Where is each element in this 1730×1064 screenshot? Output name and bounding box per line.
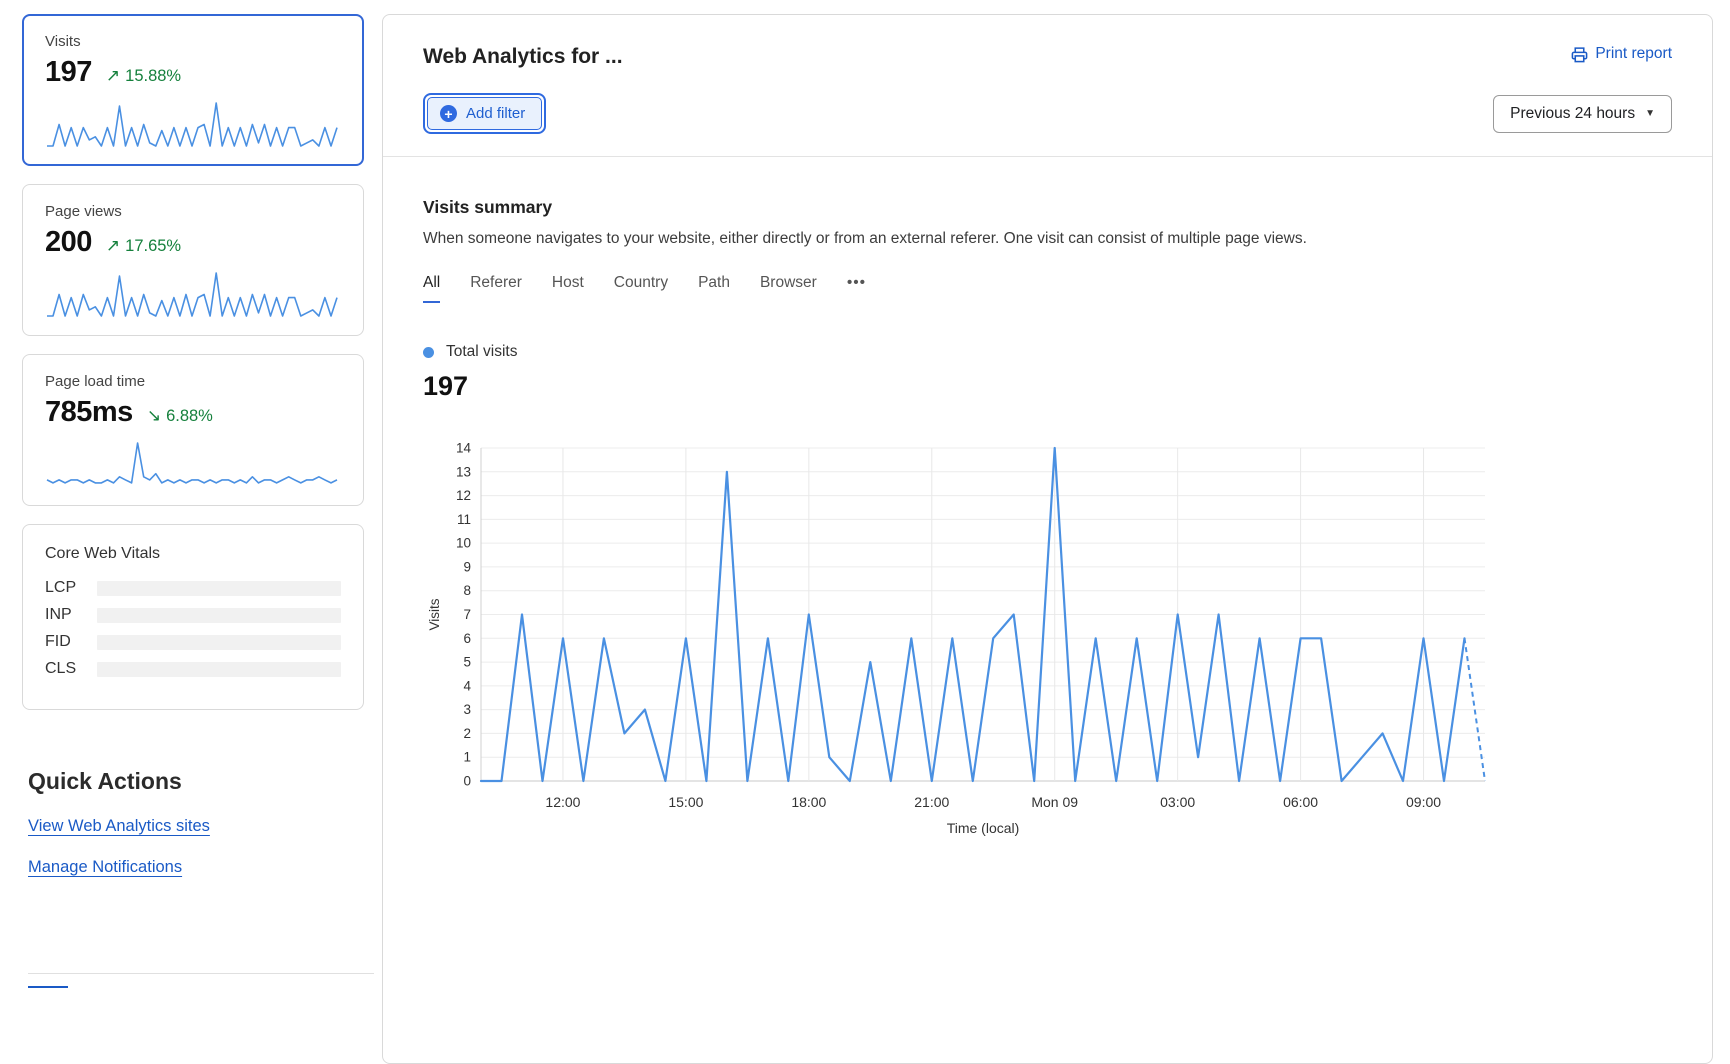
cwv-bar-lcp: [97, 580, 341, 596]
tab-host[interactable]: Host: [551, 274, 584, 291]
page-views-card[interactable]: Page views 200 ↗ 17.65%: [22, 184, 364, 336]
partial-link-stub: [28, 986, 68, 988]
visits-summary-description: When someone navigates to your website, …: [423, 230, 1307, 247]
visits-card-label: Visits: [45, 33, 81, 50]
chart-legend: Total visits: [423, 343, 1672, 361]
cwv-row-inp: INP: [45, 606, 341, 624]
visits-summary-title: Visits summary: [423, 197, 553, 217]
svg-text:Visits: Visits: [427, 598, 442, 630]
print-report-link[interactable]: Print report: [1571, 45, 1672, 63]
view-web-analytics-sites-link[interactable]: View Web Analytics sites: [28, 817, 210, 835]
cwv-label-lcp: LCP: [45, 579, 77, 596]
cwv-bar-cls: [97, 661, 341, 677]
legend-dot-icon: [423, 346, 434, 358]
web-analytics-panel: Web Analytics for ... Print report + Add…: [382, 14, 1713, 1064]
svg-text:8: 8: [463, 583, 471, 598]
visits-card-value: 197: [45, 56, 92, 88]
tab-path[interactable]: Path: [698, 274, 730, 291]
legend-label: Total visits: [446, 343, 518, 360]
svg-text:4: 4: [463, 678, 471, 693]
visits-sparkline: [47, 102, 338, 147]
svg-text:2: 2: [463, 726, 471, 741]
cwv-label-cls: CLS: [45, 660, 77, 677]
page-views-card-label: Page views: [45, 203, 122, 220]
svg-text:03:00: 03:00: [1160, 794, 1195, 810]
svg-text:Time (local): Time (local): [947, 820, 1020, 836]
manage-notifications-link[interactable]: Manage Notifications: [28, 858, 183, 876]
svg-text:14: 14: [456, 441, 472, 456]
page-title: Web Analytics for ...: [423, 45, 623, 68]
trend-up-icon: ↗: [105, 66, 121, 85]
svg-text:12: 12: [456, 488, 471, 503]
visits-trend: ↗ 15.88%: [105, 66, 182, 85]
cwv-bar-fid: [97, 634, 341, 650]
dimension-tabs: All Referer Host Country Path Browser ••…: [423, 274, 1672, 303]
tab-all[interactable]: All: [423, 274, 441, 303]
page-views-card-value: 200: [45, 226, 92, 258]
svg-text:12:00: 12:00: [545, 794, 580, 810]
svg-text:5: 5: [463, 655, 471, 670]
svg-text:1: 1: [463, 750, 471, 765]
page-views-sparkline: [47, 272, 338, 317]
cwv-bar-inp: [97, 607, 341, 623]
quick-actions-title: Quick Actions: [28, 768, 182, 794]
page-load-time-card-value: 785ms: [45, 396, 133, 428]
tab-referer[interactable]: Referer: [470, 274, 522, 291]
cwv-row-cls: CLS: [45, 660, 341, 678]
metrics-sidebar: Visits 197 ↗ 15.88% Page views 200 ↗ 17.65…: [22, 14, 374, 988]
quick-actions-divider: [28, 973, 374, 974]
core-web-vitals-title: Core Web Vitals: [45, 545, 161, 562]
tabs-more-icon[interactable]: •••: [846, 274, 867, 291]
trend-down-icon: ↘: [146, 406, 162, 425]
add-filter-button[interactable]: + Add filter: [427, 97, 543, 130]
svg-text:6: 6: [463, 631, 471, 646]
svg-text:11: 11: [457, 512, 471, 527]
time-range-dropdown[interactable]: Previous 24 hours ▼: [1493, 94, 1672, 133]
svg-text:15:00: 15:00: [668, 794, 703, 810]
svg-text:10: 10: [456, 536, 471, 551]
svg-text:09:00: 09:00: [1406, 794, 1441, 810]
visits-card[interactable]: Visits 197 ↗ 15.88%: [22, 14, 364, 166]
cwv-row-lcp: LCP: [45, 579, 341, 597]
panel-divider: [383, 156, 1712, 157]
plus-circle-icon: +: [440, 105, 457, 122]
page-views-trend: ↗ 17.65%: [105, 236, 182, 255]
svg-text:Mon 09: Mon 09: [1031, 794, 1078, 810]
cwv-label-inp: INP: [45, 606, 72, 623]
page-load-time-trend: ↘ 6.88%: [146, 406, 213, 425]
svg-text:0: 0: [463, 774, 471, 789]
tab-browser[interactable]: Browser: [759, 274, 817, 291]
total-visits-value: 197: [423, 371, 469, 401]
core-web-vitals-card[interactable]: Core Web Vitals LCP INP FID CLS: [22, 524, 364, 710]
cwv-row-fid: FID: [45, 633, 341, 651]
svg-text:7: 7: [463, 607, 471, 622]
add-filter-focus-ring: + Add filter: [423, 93, 547, 134]
trend-up-icon: ↗: [105, 236, 121, 255]
tab-country[interactable]: Country: [613, 274, 669, 291]
chevron-down-icon: ▼: [1645, 108, 1655, 119]
cwv-label-fid: FID: [45, 633, 71, 650]
printer-icon: [1571, 46, 1588, 62]
svg-text:18:00: 18:00: [791, 794, 826, 810]
page-load-time-card[interactable]: Page load time 785ms ↘ 6.88%: [22, 354, 364, 506]
svg-text:3: 3: [463, 702, 471, 717]
svg-text:13: 13: [456, 464, 471, 479]
page-load-sparkline: [46, 442, 338, 484]
svg-text:06:00: 06:00: [1283, 794, 1318, 810]
svg-text:9: 9: [463, 559, 471, 574]
svg-text:21:00: 21:00: [914, 794, 949, 810]
page-load-time-card-label: Page load time: [45, 373, 146, 390]
